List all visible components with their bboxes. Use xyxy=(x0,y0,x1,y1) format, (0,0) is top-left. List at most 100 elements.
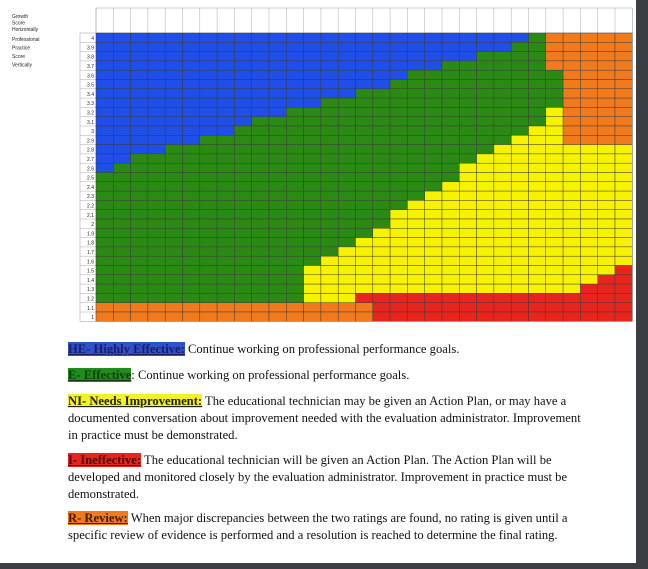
matrix-cell xyxy=(510,172,529,183)
row-header-27: 1.3 xyxy=(87,287,94,293)
matrix-cell xyxy=(113,60,131,71)
matrix-cell xyxy=(216,190,235,201)
matrix-cell xyxy=(147,51,166,62)
matrix-cell xyxy=(476,172,495,183)
matrix-cell xyxy=(113,79,131,90)
matrix-cell xyxy=(580,42,598,52)
matrix-cell xyxy=(286,97,304,108)
matrix-cell xyxy=(113,153,131,164)
matrix-cell xyxy=(337,265,356,276)
matrix-cell xyxy=(597,162,616,173)
matrix-cell xyxy=(614,228,633,238)
matrix-cell xyxy=(303,79,322,90)
matrix-cell xyxy=(182,97,201,108)
matrix-cell xyxy=(164,283,183,294)
matrix-cell xyxy=(476,144,495,155)
matrix-cell xyxy=(216,228,235,238)
matrix-cell xyxy=(164,246,183,257)
matrix-cell xyxy=(303,69,322,80)
matrix-cell xyxy=(562,218,581,229)
matrix-cell xyxy=(562,107,581,117)
matrix-cell xyxy=(528,246,547,257)
matrix-cell xyxy=(147,293,166,303)
matrix-cell xyxy=(234,181,252,192)
matrix-cell xyxy=(113,283,131,294)
matrix-cell xyxy=(286,69,304,80)
matrix-cell xyxy=(476,181,495,192)
matrix-cell xyxy=(95,135,114,145)
matrix-cell xyxy=(286,190,304,201)
matrix-cell xyxy=(320,32,339,43)
matrix-cell xyxy=(372,88,391,99)
legend-term-highly-effective: HE- Highly Effective: xyxy=(68,342,185,356)
matrix-cell xyxy=(337,218,356,229)
matrix-cell xyxy=(268,274,287,285)
matrix-cell xyxy=(199,144,218,155)
matrix-cell xyxy=(303,246,322,257)
matrix-cell xyxy=(493,283,512,294)
matrix-cell xyxy=(303,42,322,52)
matrix-cell xyxy=(251,88,270,99)
matrix-cell xyxy=(286,42,304,52)
matrix-cell xyxy=(147,190,166,201)
matrix-cell xyxy=(510,209,529,220)
matrix-cell xyxy=(372,125,391,136)
matrix-cell xyxy=(407,302,425,313)
matrix-cell xyxy=(389,97,408,108)
matrix-cell xyxy=(597,283,616,294)
matrix-cell xyxy=(130,283,149,294)
row-header-11: 2.9 xyxy=(87,138,94,144)
matrix-cell xyxy=(476,88,495,99)
matrix-cell xyxy=(113,69,131,80)
matrix-cell xyxy=(234,246,252,257)
matrix-cell xyxy=(320,172,339,183)
matrix-cell xyxy=(337,125,356,136)
matrix-cell xyxy=(320,107,339,117)
matrix-cell xyxy=(130,32,149,43)
matrix-cell xyxy=(597,274,616,285)
matrix-cell xyxy=(580,135,598,145)
matrix-cell xyxy=(320,255,339,266)
matrix-cell xyxy=(286,274,304,285)
matrix-cell xyxy=(441,218,460,229)
matrix-cell xyxy=(199,172,218,183)
matrix-cell xyxy=(182,255,201,266)
matrix-cell xyxy=(286,228,304,238)
matrix-cell xyxy=(389,69,408,80)
matrix-cell xyxy=(320,69,339,80)
matrix-cell xyxy=(130,79,149,90)
matrix-cell xyxy=(199,32,218,43)
matrix-cell xyxy=(268,218,287,229)
matrix-cell xyxy=(407,218,425,229)
matrix-cell xyxy=(234,69,252,80)
matrix-cell xyxy=(441,88,460,99)
matrix-cell xyxy=(597,311,616,322)
matrix-cell xyxy=(510,302,529,313)
matrix-cell xyxy=(407,69,425,80)
row-header-4: 3.6 xyxy=(87,73,94,79)
matrix-cell xyxy=(113,88,131,99)
matrix-cell xyxy=(147,32,166,43)
matrix-cell xyxy=(580,209,598,220)
matrix-cell xyxy=(337,153,356,164)
matrix-cell xyxy=(199,311,218,322)
matrix-cell xyxy=(459,153,477,164)
matrix-cell xyxy=(459,181,477,192)
matrix-cell xyxy=(303,60,322,71)
legend-ineffective: I- Ineffective: The educational technici… xyxy=(68,452,588,503)
row-header-10: 3 xyxy=(91,129,94,135)
matrix-cell xyxy=(286,200,304,210)
matrix-cell xyxy=(130,274,149,285)
row-header-8: 3.2 xyxy=(87,111,94,117)
matrix-cell xyxy=(528,218,547,229)
row-header-12: 2.8 xyxy=(87,148,94,154)
matrix-cell xyxy=(355,125,374,136)
matrix-cell xyxy=(493,302,512,313)
matrix-cell xyxy=(113,228,131,238)
matrix-cell xyxy=(441,209,460,220)
matrix-cell xyxy=(580,32,598,43)
matrix-cell xyxy=(164,228,183,238)
matrix-cell xyxy=(234,97,252,108)
matrix-cell xyxy=(389,283,408,294)
matrix-cell xyxy=(528,190,547,201)
